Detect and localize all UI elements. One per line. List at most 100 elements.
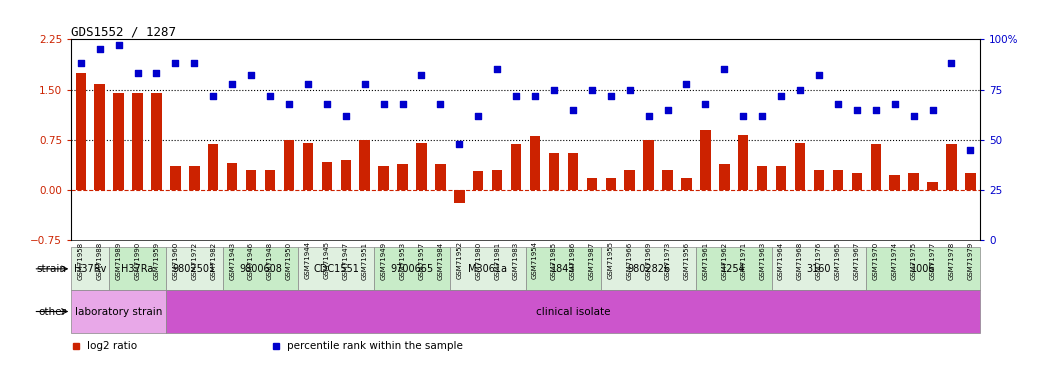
Point [337,112,354,118]
Bar [909,173,919,190]
Bar [867,248,980,290]
Point [488,66,505,72]
Text: laboratory strain: laboratory strain [74,306,162,316]
Point [262,93,279,99]
Bar [71,290,166,333]
Point [91,46,108,53]
Point [754,112,770,118]
Bar [166,248,222,290]
Point [507,93,524,99]
Bar [359,140,370,190]
Text: strain: strain [36,264,66,274]
Point [281,100,298,106]
Text: H37Rv: H37Rv [74,264,107,274]
Bar [511,144,521,190]
Bar [222,248,299,290]
Text: 9802501: 9802501 [173,264,216,274]
Bar [890,175,900,190]
Bar [602,248,696,290]
Bar [587,178,597,190]
Bar [454,190,464,203]
Bar [696,248,771,290]
Bar [170,166,180,190]
Text: CDC1551: CDC1551 [313,264,359,274]
Point [830,100,847,106]
Bar [132,93,143,190]
Point [810,72,827,78]
Bar [776,166,786,190]
Bar [643,140,654,190]
Point [413,72,430,78]
Point [678,81,695,87]
Point [432,100,449,106]
Text: H37Ra: H37Ra [122,264,154,274]
Point [185,60,202,66]
Bar [757,166,767,190]
Point [791,87,808,93]
Point [546,87,563,93]
Bar [322,162,332,190]
Bar [662,170,673,190]
Bar [525,248,602,290]
Point [697,100,714,106]
Bar [965,173,976,190]
Point [375,100,392,106]
Point [470,112,486,118]
Point [640,112,657,118]
Point [584,87,601,93]
Point [356,81,373,87]
Text: 9700665: 9700665 [391,264,434,274]
Point [394,100,411,106]
Bar [227,163,237,190]
Point [243,72,260,78]
Bar [151,93,161,190]
Point [659,106,676,112]
Text: other: other [38,306,66,316]
Bar [568,153,578,190]
Bar [814,170,824,190]
Bar [75,73,86,190]
Point [527,93,544,99]
Text: log2 ratio: log2 ratio [87,341,137,351]
Text: percentile rank within the sample: percentile rank within the sample [286,341,462,351]
Bar [166,290,980,333]
Bar [625,170,635,190]
Point [72,60,89,66]
Text: 1843: 1843 [551,264,575,274]
Point [224,81,241,87]
Point [887,100,903,106]
Point [962,147,979,153]
Bar [606,178,616,190]
Bar [492,170,502,190]
Point [148,70,165,76]
Text: GDS1552 / 1287: GDS1552 / 1287 [71,25,176,38]
Point [603,93,619,99]
Point [129,70,146,76]
Text: 1254: 1254 [721,264,746,274]
Bar [416,143,427,190]
Bar [852,173,863,190]
Point [300,81,316,87]
Bar [927,182,938,190]
Text: 1006: 1006 [911,264,936,274]
Bar [299,248,374,290]
Point [319,100,335,106]
Bar [71,248,109,290]
Point [565,106,582,112]
Bar [794,143,805,190]
Bar [378,166,389,190]
Bar [374,248,450,290]
Bar [341,160,351,190]
Bar [94,84,105,190]
Bar [719,164,729,190]
Bar [246,170,257,190]
Bar [833,170,843,190]
Text: 3160: 3160 [807,264,831,274]
Point [621,87,638,93]
Text: clinical isolate: clinical isolate [536,306,610,316]
Bar [209,144,218,190]
Bar [113,93,124,190]
Point [451,141,467,147]
Bar [871,144,881,190]
Bar [946,144,957,190]
